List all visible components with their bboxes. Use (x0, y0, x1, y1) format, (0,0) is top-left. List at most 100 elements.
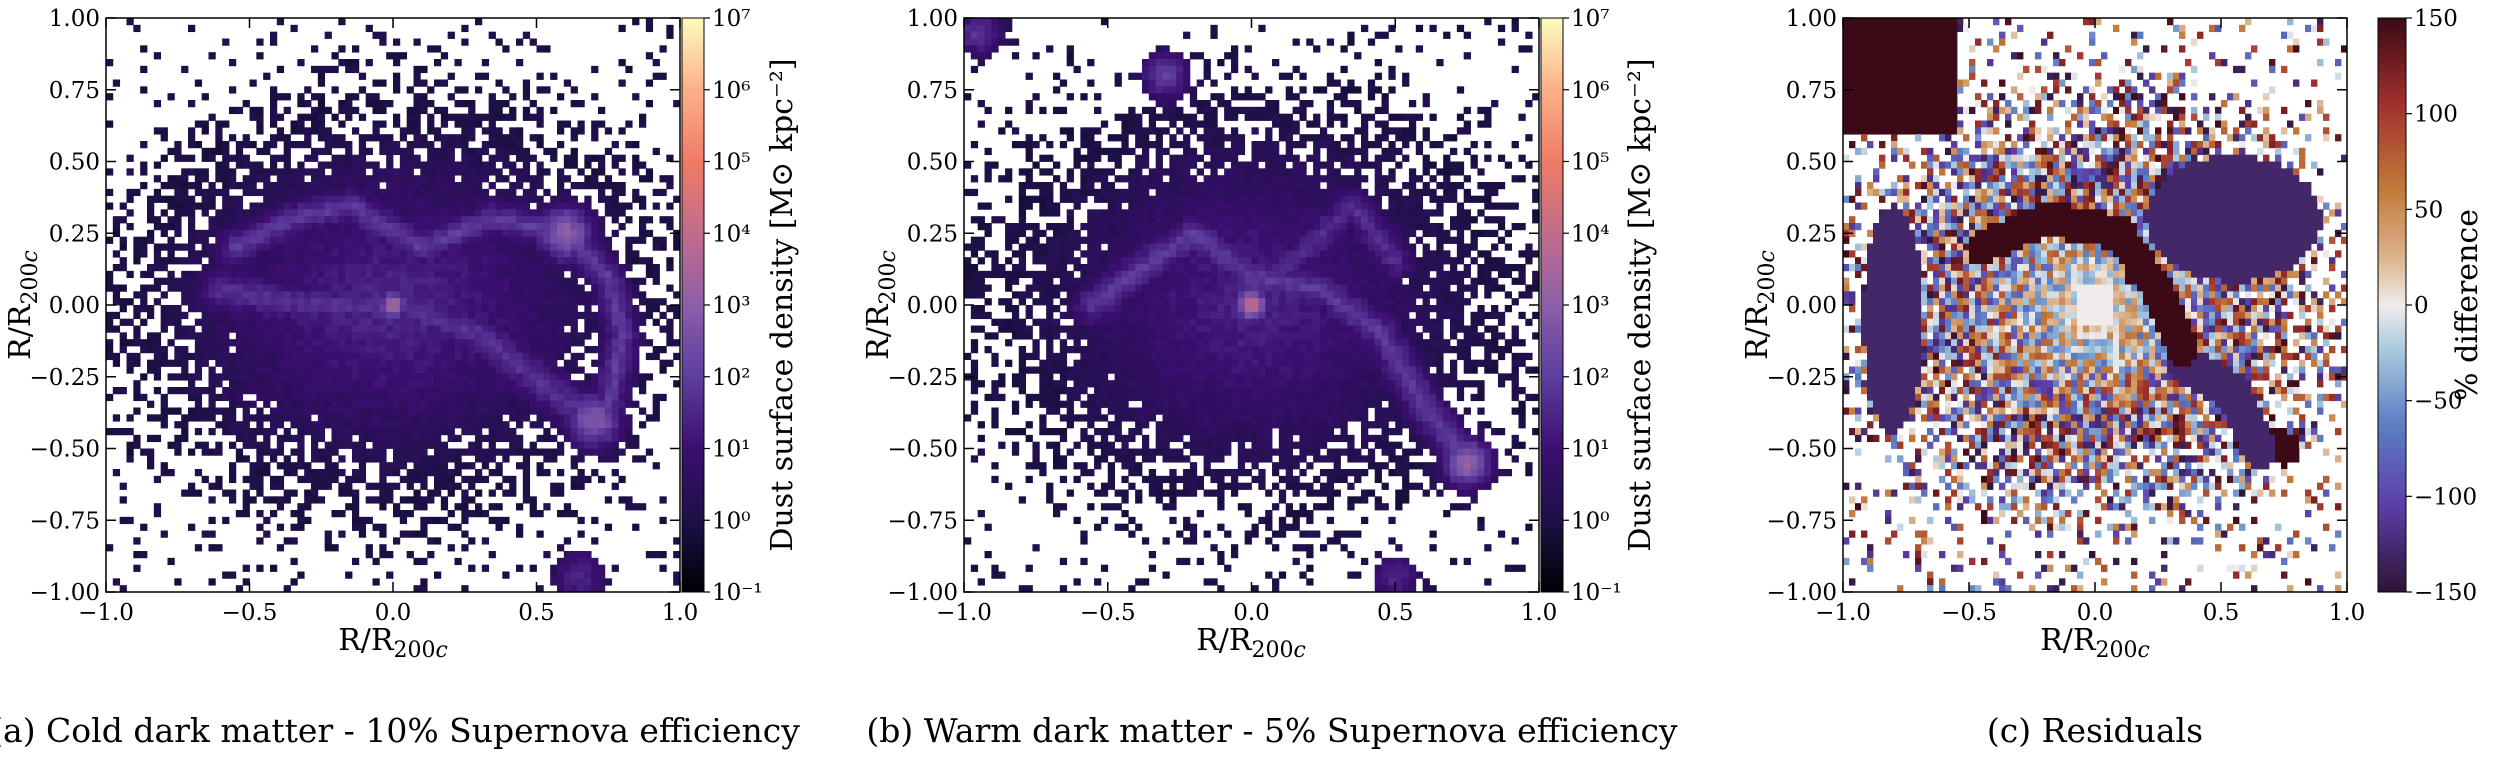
heatmap-cell (522, 332, 531, 340)
heatmap-cell (488, 393, 496, 402)
heatmap-cell (998, 216, 1006, 224)
heatmap-cell (516, 229, 524, 238)
heatmap-cell (1463, 195, 1471, 203)
heatmap-cell (577, 400, 585, 408)
heatmap-cell (1299, 72, 1307, 80)
heatmap-cell (591, 564, 599, 572)
heatmap-cell (167, 318, 175, 326)
heatmap-cell (488, 141, 496, 149)
heatmap-cell (338, 284, 346, 292)
heatmap-cell (372, 373, 380, 381)
heatmap-cell (297, 400, 305, 408)
heatmap-cell (270, 346, 278, 354)
heatmap-cell (133, 311, 141, 320)
heatmap-cell (509, 147, 517, 156)
heatmap-cell (379, 393, 387, 402)
heatmap-cell (591, 571, 599, 579)
colorbar-a (681, 17, 705, 593)
heatmap-cell (256, 147, 264, 156)
heatmap-cell (297, 421, 305, 429)
heatmap-cell (598, 359, 606, 367)
heatmap-cell (194, 441, 203, 449)
heatmap-cell (188, 154, 196, 162)
heatmap-cell (174, 229, 182, 238)
heatmap-cell (481, 175, 490, 183)
heatmap-cell (297, 188, 305, 197)
heatmap-cell (420, 557, 428, 566)
heatmap-cell (475, 366, 483, 374)
heatmap-cell (1367, 202, 1376, 210)
heatmap-cell (461, 298, 469, 306)
heatmap-cell (557, 168, 565, 176)
heatmap-cell (1203, 120, 1211, 128)
heatmap-cell (270, 168, 278, 176)
heatmap-cell (379, 332, 387, 340)
heatmap-cell (1367, 113, 1376, 121)
heatmap-cell (379, 141, 387, 149)
heatmap-cell (509, 414, 517, 422)
heatmap-cell (1285, 72, 1293, 80)
heatmap-cell (324, 400, 332, 408)
heatmap-cell (379, 284, 387, 292)
heatmap-cell (126, 428, 134, 436)
heatmap-cell (290, 305, 298, 313)
heatmap-cell (317, 305, 326, 313)
heatmap-cell (1176, 202, 1184, 210)
heatmap-cell (331, 462, 339, 470)
heatmap-cell (652, 277, 660, 285)
heatmap-cell (297, 393, 305, 402)
heatmap-cell (1395, 195, 1403, 203)
heatmap-cell (529, 277, 537, 285)
heatmap-cell (468, 318, 476, 326)
heatmap-cell (153, 243, 162, 251)
heatmap-cell (358, 441, 367, 449)
heatmap-cell (495, 516, 503, 525)
heatmap-cell (543, 352, 551, 361)
heatmap-cell (1114, 79, 1122, 87)
heatmap-cell (1299, 100, 1307, 108)
heatmap-cell (1073, 188, 1081, 197)
heatmap-cell (1141, 223, 1150, 231)
heatmap-cell (386, 332, 394, 340)
heatmap-cell (611, 352, 619, 361)
heatmap-cell (591, 65, 599, 74)
heatmap-cell (242, 428, 250, 436)
heatmap-cell (488, 100, 496, 108)
heatmap-cell (338, 264, 346, 272)
heatmap-cell (256, 236, 264, 244)
y-tick-label: 0.75 (49, 78, 100, 104)
heatmap-cell (174, 243, 182, 251)
heatmap-cell (618, 223, 626, 231)
heatmap-cell (263, 250, 271, 258)
heatmap-cell (372, 407, 380, 415)
heatmap-cell (406, 223, 414, 231)
heatmap-cell (249, 113, 257, 121)
heatmap-cell (434, 127, 442, 135)
heatmap-cell (1388, 216, 1396, 224)
heatmap-cell (317, 250, 326, 258)
heatmap-cell (447, 428, 455, 436)
heatmap-cell (420, 305, 428, 313)
heatmap-cell (215, 318, 223, 326)
heatmap-cell (413, 359, 421, 367)
heatmap-cell (1210, 216, 1218, 224)
heatmap-cell (543, 243, 551, 251)
heatmap-cell (249, 400, 257, 408)
heatmap-cell (304, 380, 312, 388)
heatmap-cell (222, 202, 230, 210)
heatmap-cell (379, 243, 387, 251)
heatmap-cell (1319, 175, 1328, 183)
heatmap-cell (1169, 175, 1177, 183)
heatmap-cell (1326, 202, 1335, 210)
heatmap-cell (188, 223, 196, 231)
heatmap-cell (304, 318, 312, 326)
heatmap-cell (1224, 216, 1232, 224)
heatmap-cell (434, 352, 442, 361)
heatmap-cell (215, 544, 223, 552)
heatmap-cell (229, 270, 237, 279)
heatmap-cell (1313, 134, 1321, 142)
heatmap-cell (181, 311, 189, 320)
heatmap-cell (256, 298, 264, 306)
heatmap-cell (249, 434, 257, 443)
heatmap-cell (208, 373, 216, 381)
